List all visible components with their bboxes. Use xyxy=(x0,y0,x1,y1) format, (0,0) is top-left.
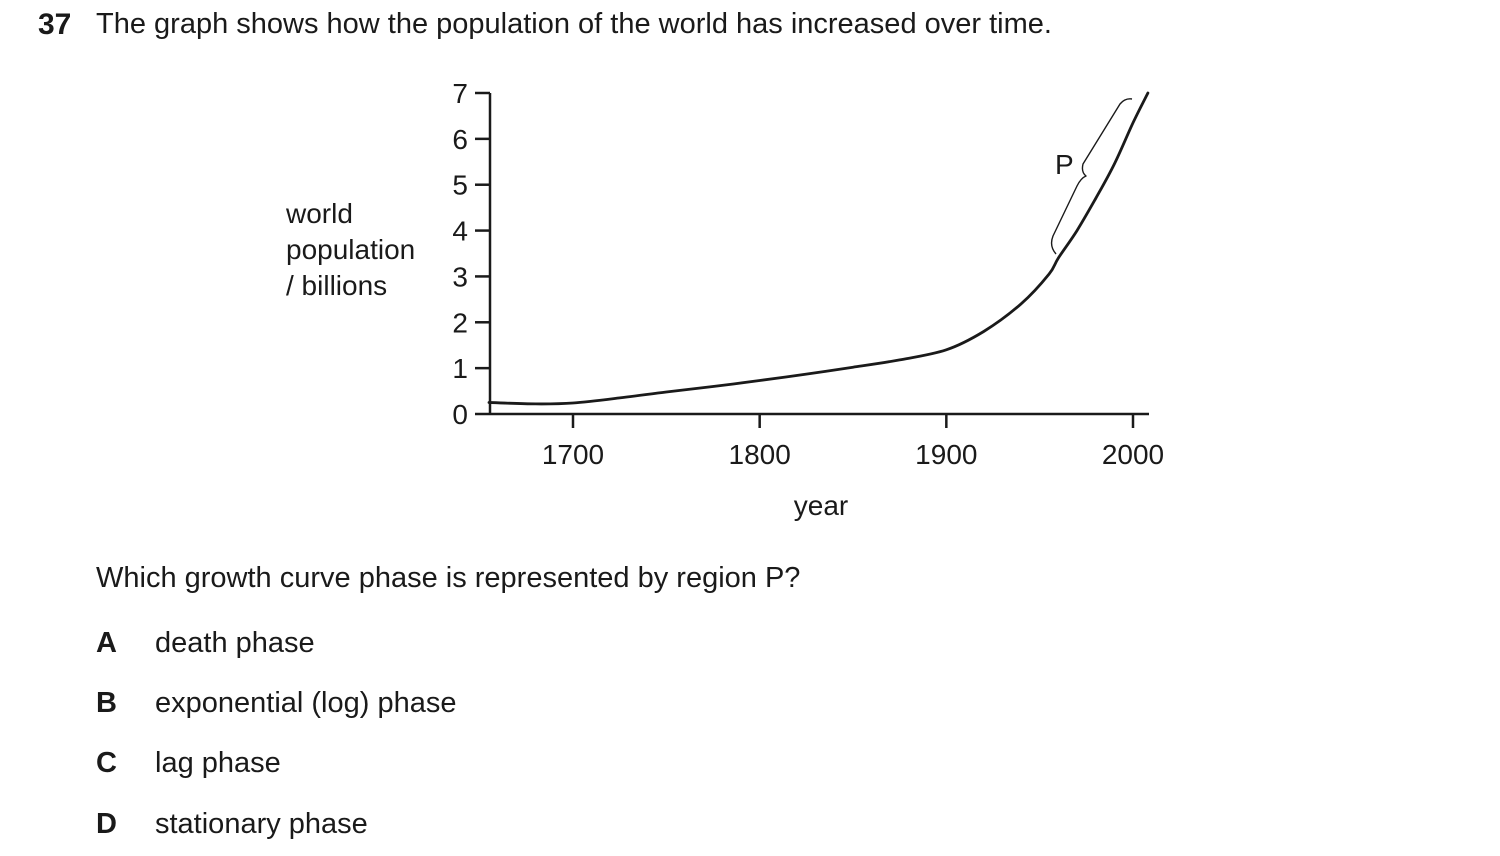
y-tick-label-5: 5 xyxy=(452,170,468,201)
question-prompt: Which growth curve phase is represented … xyxy=(96,562,801,594)
option-c-text: lag phase xyxy=(155,747,281,779)
option-c-letter: C xyxy=(96,747,117,779)
y-axis-label-line-3: / billions xyxy=(286,270,388,301)
y-axis-label-line-2: population xyxy=(286,234,416,265)
population-chart: 0 1 2 3 4 5 6 7 1700 1800 1900 2000 P year xyxy=(452,78,1164,521)
y-tick-label-0: 0 xyxy=(452,399,468,430)
option-b-letter: B xyxy=(96,687,117,719)
y-tick-label-4: 4 xyxy=(452,216,468,247)
y-tick-label-2: 2 xyxy=(452,307,468,338)
y-axis-label: world population / billions xyxy=(286,196,415,304)
x-tick-label-1800: 1800 xyxy=(729,439,791,470)
x-axis-label: year xyxy=(794,490,848,521)
region-p-brace xyxy=(1050,98,1133,255)
y-ticks: 0 1 2 3 4 5 6 7 xyxy=(452,78,490,430)
option-d-letter: D xyxy=(96,808,117,840)
y-tick-label-7: 7 xyxy=(452,78,468,109)
y-axis-label-line-1: world xyxy=(286,198,353,229)
y-tick-label-1: 1 xyxy=(452,353,468,384)
option-b-text: exponential (log) phase xyxy=(155,687,457,719)
x-ticks: 1700 1800 1900 2000 xyxy=(542,414,1164,470)
population-curve xyxy=(487,91,1150,406)
option-d-text: stationary phase xyxy=(155,808,368,840)
question-text: The graph shows how the population of th… xyxy=(96,8,1052,40)
option-a-letter: A xyxy=(96,627,117,659)
region-p-label: P xyxy=(1055,149,1074,180)
x-tick-label-1900: 1900 xyxy=(915,439,977,470)
y-tick-label-6: 6 xyxy=(452,124,468,155)
x-tick-label-2000: 2000 xyxy=(1102,439,1164,470)
option-a-text: death phase xyxy=(155,627,315,659)
question-number: 37 xyxy=(38,8,72,41)
y-tick-label-3: 3 xyxy=(452,261,468,292)
x-tick-label-1700: 1700 xyxy=(542,439,604,470)
